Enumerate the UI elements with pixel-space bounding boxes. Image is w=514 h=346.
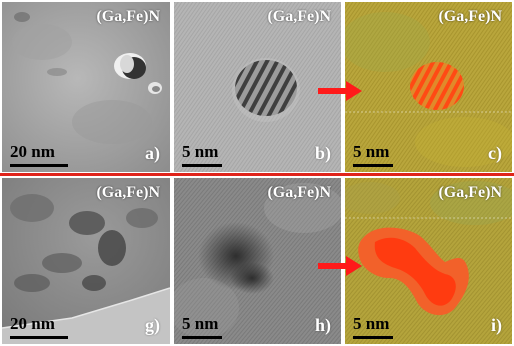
tem-image-a	[2, 2, 170, 172]
scale-label: 5 nm	[182, 142, 219, 161]
filtered-image-i	[345, 178, 512, 344]
material-label: (Ga,Fe)N	[96, 184, 160, 201]
panel-c: (Ga,Fe)N 5 nm c)	[345, 2, 512, 172]
scale-label: 5 nm	[353, 142, 390, 161]
panel-g: (Ga,Fe)N 20 nm g)	[2, 178, 170, 344]
scale-bar	[182, 164, 222, 167]
scale-bar	[10, 164, 68, 167]
divider-line	[0, 173, 514, 176]
panel-letter: h)	[314, 315, 331, 335]
material-label: (Ga,Fe)N	[267, 8, 331, 25]
material-label: (Ga,Fe)N	[267, 184, 331, 201]
panel-b: (Ga,Fe)N 5 nm b)	[174, 2, 341, 172]
panel-letter: a)	[145, 143, 160, 163]
material-label: (Ga,Fe)N	[96, 8, 160, 25]
tem-image-h	[174, 178, 341, 344]
panel-i: (Ga,Fe)N 5 nm i)	[345, 178, 512, 344]
panel-letter: g)	[145, 315, 160, 335]
arrow-icon	[318, 81, 362, 101]
scale-label: 5 nm	[353, 314, 390, 333]
tem-image-g	[2, 178, 170, 344]
panel-letter: i)	[491, 315, 502, 335]
panel-a: (Ga,Fe)N 20 nm a)	[2, 2, 170, 172]
scale-bar	[353, 336, 393, 339]
scale-label: 20 nm	[10, 314, 55, 333]
panel-letter: b)	[314, 143, 331, 163]
panel-letter: c)	[488, 143, 502, 163]
filtered-image-c	[345, 2, 512, 172]
panel-h: (Ga,Fe)N 5 nm h)	[174, 178, 341, 344]
material-label: (Ga,Fe)N	[438, 184, 502, 201]
arrow-icon	[318, 256, 362, 276]
scale-bar	[353, 164, 393, 167]
scale-bar	[182, 336, 222, 339]
scale-label: 5 nm	[182, 314, 219, 333]
scale-bar	[10, 336, 68, 339]
tem-image-b	[174, 2, 341, 172]
scale-label: 20 nm	[10, 142, 55, 161]
material-label: (Ga,Fe)N	[438, 8, 502, 25]
